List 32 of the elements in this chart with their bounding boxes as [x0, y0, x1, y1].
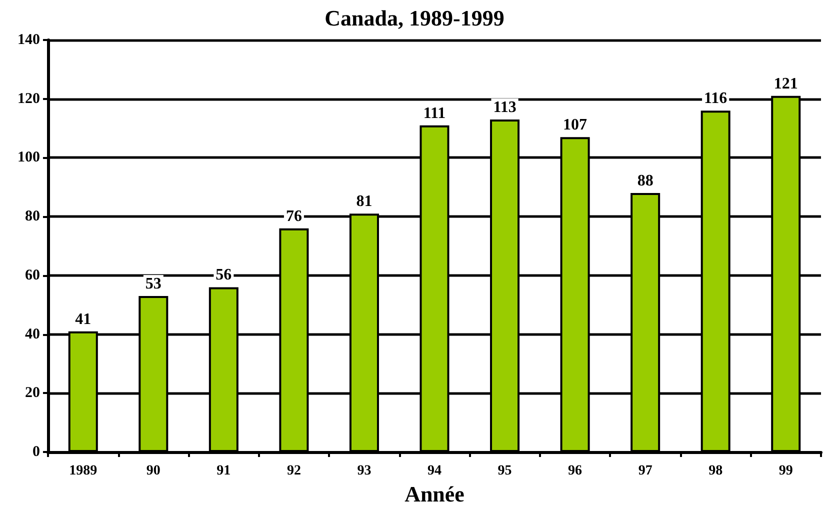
- data-label: 121: [774, 75, 798, 92]
- data-label: 107: [563, 116, 588, 134]
- x-tick-label: 97: [638, 464, 652, 478]
- y-tick-label: 60: [25, 267, 40, 284]
- chart-title: Canada, 1989-1999: [324, 6, 504, 30]
- y-tick-label: 120: [18, 90, 40, 107]
- x-axis-title: Année: [404, 481, 465, 506]
- y-tick-label: 40: [25, 326, 40, 342]
- x-tick-label: 91: [216, 464, 231, 478]
- y-tick-label: 80: [25, 208, 40, 225]
- x-tick-label: 93: [357, 464, 372, 478]
- x-tick-label: 94: [428, 464, 442, 478]
- x-tick-label: 1989: [69, 464, 98, 478]
- data-label: 41: [75, 310, 92, 328]
- data-label: 116: [704, 90, 728, 108]
- y-tick-label: 100: [18, 150, 40, 166]
- x-tick-label: 99: [778, 464, 793, 478]
- data-label: 111: [423, 104, 446, 122]
- data-label: 76: [286, 208, 302, 225]
- x-tick-label: 96: [568, 464, 582, 478]
- data-label: 53: [145, 276, 162, 293]
- data-label: 81: [356, 193, 372, 210]
- x-tick-label: 92: [286, 464, 301, 478]
- data-label: 113: [493, 98, 516, 116]
- x-tick-label: 90: [146, 464, 160, 478]
- data-label: 56: [216, 266, 232, 284]
- x-tick-label: 98: [708, 464, 723, 478]
- y-tick-label: 20: [25, 385, 40, 402]
- x-tick-label: 95: [498, 464, 512, 478]
- data-label: 88: [637, 172, 654, 190]
- y-tick-label: 140: [18, 32, 40, 48]
- y-tick-label: 0: [32, 444, 40, 460]
